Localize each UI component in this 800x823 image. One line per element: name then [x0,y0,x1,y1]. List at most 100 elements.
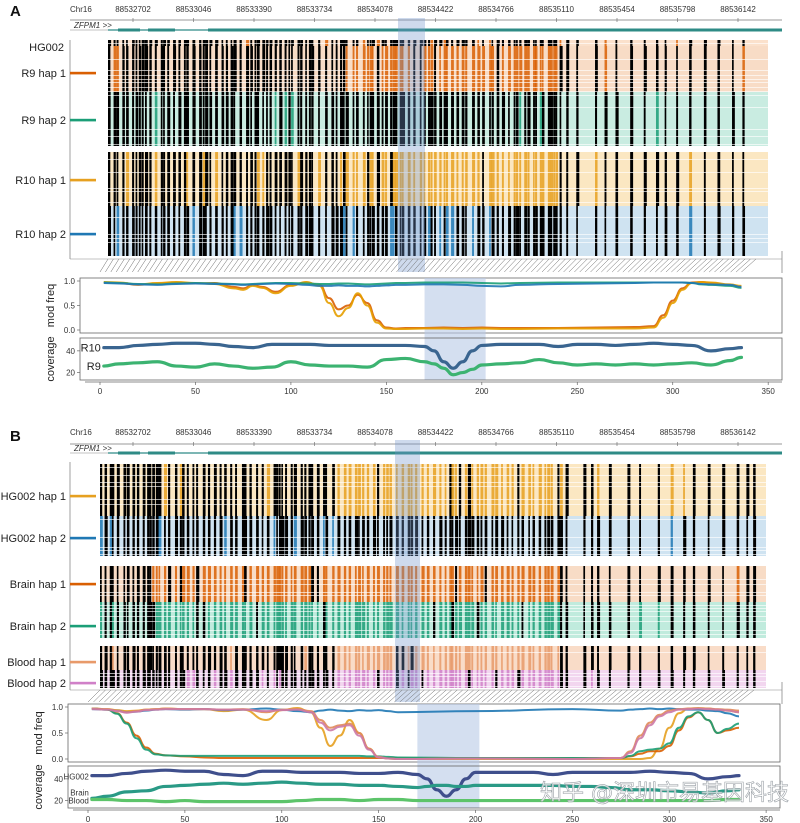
cpg-connector [681,258,697,273]
cpg-methylated-col [142,464,146,516]
cpg-methylated-col [565,516,568,556]
coverage-series-label: HG002 [64,773,90,782]
cpg-unmethylated-col [456,152,459,206]
cpg-methylated-col [246,152,248,206]
cpg-methylated-col [340,206,344,256]
cpg-methylated-col [281,646,284,670]
cpg-methylated-col [219,646,223,670]
gene-exon [148,28,175,32]
cpg-unmethylated-col [444,670,448,688]
coverage-ytick-label: 40 [66,347,75,356]
cpg-methylated-col [566,152,569,206]
x-tick-label: 200 [475,387,489,396]
cpg-connector [735,258,751,273]
read-separator [100,547,766,548]
cpg-methylated-col [225,46,229,92]
cpg-methylated-col [141,206,144,256]
cpg-methylated-col [109,646,113,670]
cpg-connector [477,258,490,273]
cpg-methylated-col [221,92,225,146]
cpg-methylated-col [482,92,485,146]
cpg-methylated-col [160,206,163,256]
cpg-connector [633,258,648,273]
cpg-unmethylated-col [348,464,352,516]
cpg-connector [498,258,512,273]
cpg-methylated-col [664,46,667,92]
cpg-methylated-col [135,152,138,206]
cpg-unmethylated-col [100,516,103,556]
cpg-unmethylated-col [399,46,403,92]
cpg-connector [186,689,200,703]
cpg-methylated-col [407,92,411,146]
cpg-methylated-col [496,46,500,92]
cpg-methylated-col [304,670,307,688]
cpg-methylated-col [583,646,587,670]
read-separator [100,550,766,551]
cpg-methylated-col [213,646,217,670]
cpg-methylated-col [182,464,185,516]
cpg-unmethylated-col [372,464,376,516]
cpg-methylated-col [615,46,618,92]
cpg-connector [470,689,485,703]
track-label: R9 hap 2 [21,115,66,127]
cpg-methylated-col [241,516,245,556]
cpg-unmethylated-col [495,646,498,670]
cpg-methylated-col [155,516,159,556]
locus-tick-label: 88533046 [176,428,212,437]
cpg-methylated-col [196,670,199,688]
cpg-methylated-col [517,464,520,516]
cpg-methylated-col [451,602,455,638]
read-separator [108,242,768,243]
cpg-connector [268,689,282,703]
coverage-ytick-label: 20 [66,369,75,378]
cpg-methylated-col [464,516,468,556]
cpg-connector [334,689,348,703]
cpg-methylated-col [583,602,585,638]
cpg-connector [471,258,484,273]
cpg-methylated-col [239,152,242,206]
cpg-connector [218,258,229,273]
cpg-methylated-col [496,206,499,256]
cpg-unmethylated-col [394,46,398,92]
cpg-methylated-col [657,670,661,688]
cpg-unmethylated-col [549,152,554,206]
read-separator [108,191,768,192]
cpg-methylated-col [746,602,749,638]
x-tick-label: 200 [469,815,483,823]
cpg-unmethylated-col [385,152,388,206]
cpg-unmethylated-col [439,206,442,256]
coverage-ylabel: coverage [33,764,45,809]
cpg-unmethylated-col [281,602,284,638]
cpg-methylated-col [433,516,436,556]
cpg-methylated-col [152,646,154,670]
read-separator [100,686,766,687]
cpg-connector [120,689,134,703]
cpg-methylated-col [369,92,373,146]
cpg-methylated-col [202,516,206,556]
cpg-methylated-col [627,670,630,688]
cpg-methylated-col [476,602,480,638]
cpg-connector [262,689,277,703]
cpg-connector [439,258,452,273]
coverage-series-line [102,355,744,377]
cpg-connector [169,689,183,703]
track-color-key [70,536,96,540]
cpg-connector [331,258,343,273]
cpg-methylated-col [717,46,720,92]
cpg-methylated-col [439,516,443,556]
cpg-connector [667,689,683,703]
cpg-methylated-col [100,646,103,670]
cpg-methylated-col [335,206,339,256]
locus-tick-label: 88534422 [418,428,454,437]
cpg-connector [326,258,337,273]
cpg-methylated-col [196,464,199,516]
cpg-methylated-col [186,646,189,670]
cpg-unmethylated-col [179,464,183,516]
cpg-methylated-col [449,464,453,516]
cpg-methylated-col [235,646,238,670]
cpg-connector [158,689,172,703]
cpg-connector [401,258,414,273]
cpg-connector [558,689,573,703]
cpg-connector [104,689,117,703]
cpg-methylated-col [192,646,195,670]
